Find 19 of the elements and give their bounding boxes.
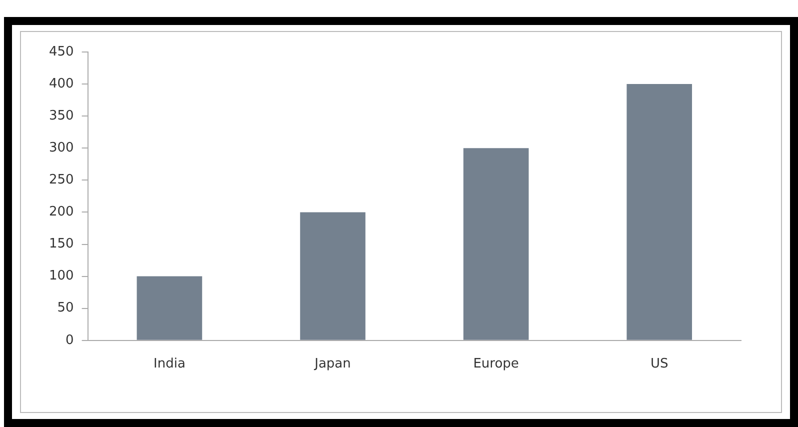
y-tick-label: 400	[48, 76, 74, 92]
x-tick-label: Japan	[314, 356, 351, 372]
y-tick-label: 150	[48, 236, 74, 252]
x-tick-label: US	[650, 356, 668, 372]
bar	[626, 84, 692, 340]
y-tick-label: 300	[48, 140, 74, 156]
y-tick-label: 0	[66, 332, 74, 348]
bar	[463, 148, 529, 340]
x-tick-label: India	[154, 356, 186, 372]
y-tick-label: 350	[48, 108, 74, 124]
y-tick-label: 250	[48, 172, 74, 188]
bar	[300, 212, 366, 340]
x-tick-label: Europe	[473, 356, 519, 372]
y-tick-label: 100	[48, 268, 74, 284]
y-tick-label: 50	[57, 300, 74, 316]
bar	[136, 276, 202, 340]
y-tick-label: 200	[48, 204, 74, 220]
y-tick-label: 450	[48, 44, 74, 60]
picture-frame: India Japan Europe US 0 50 100 150 200 250 300 350 400 450	[4, 17, 798, 427]
